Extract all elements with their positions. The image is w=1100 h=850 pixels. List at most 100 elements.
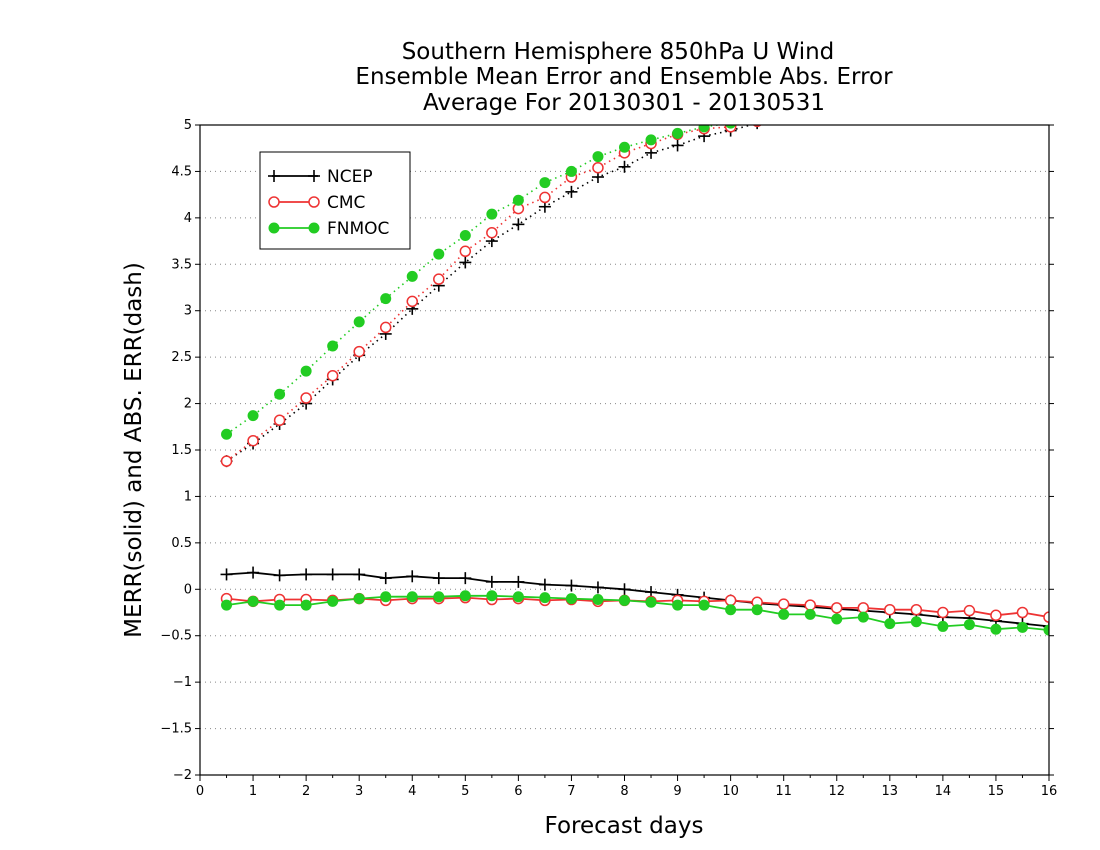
- data-point-filled-circle: [268, 222, 280, 234]
- data-point-plus: [308, 170, 320, 182]
- data-point-plus: [512, 218, 525, 231]
- data-point-filled-circle: [672, 127, 684, 139]
- data-point-plus: [671, 139, 684, 152]
- data-point-filled-circle: [804, 608, 816, 620]
- x-tick-label: 13: [882, 784, 899, 799]
- data-point-plus: [300, 568, 313, 581]
- data-point-filled-circle: [539, 592, 551, 604]
- data-point-open-circle: [857, 602, 870, 614]
- data-point-filled-circle: [327, 595, 339, 607]
- data-point-plus: [353, 568, 366, 581]
- x-tick-label: 2: [302, 784, 310, 799]
- x-tick-label: 0: [196, 784, 204, 799]
- data-point-open-circle: [884, 603, 896, 616]
- data-point-plus: [459, 256, 472, 269]
- data-point-filled-circle: [433, 591, 445, 603]
- data-point-open-circle: [406, 295, 418, 308]
- series-line-ncep-abs-err: [226, 125, 754, 462]
- data-point-filled-circle: [911, 92, 921, 102]
- y-tick-label: 3.5: [171, 257, 192, 272]
- data-point-open-circle: [910, 603, 923, 616]
- data-point-filled-circle: [486, 208, 498, 220]
- data-point-open-circle: [885, 98, 895, 108]
- data-point-open-circle: [1043, 611, 1049, 623]
- data-point-open-circle: [990, 609, 1002, 622]
- data-point-filled-circle: [221, 599, 233, 611]
- x-tick-label: 12: [828, 784, 845, 799]
- data-point-filled-circle: [300, 365, 312, 377]
- data-point-open-circle: [937, 606, 949, 619]
- x-tick-label: 6: [514, 784, 522, 799]
- data-point-open-circle: [220, 455, 233, 467]
- data-point-open-circle: [326, 369, 339, 382]
- data-point-filled-circle: [512, 194, 524, 206]
- y-tick-label: 4.5: [171, 164, 192, 179]
- legend-item-ncep: NCEP: [268, 167, 373, 187]
- data-point-plus: [857, 102, 869, 114]
- data-point-plus: [1043, 76, 1055, 88]
- data-point-filled-circle: [645, 596, 657, 608]
- data-point-filled-circle: [938, 88, 948, 98]
- data-point-filled-circle: [964, 85, 974, 95]
- data-point-filled-circle: [565, 165, 577, 177]
- y-tick-label: 2: [184, 397, 192, 412]
- data-point-plus: [618, 583, 631, 596]
- data-point-open-circle: [459, 245, 472, 258]
- y-axis-ticks: 5 4.5 4 3.5 3 2.5 2 1.5 1 0.5 0 −0.5 −1 −1.5 −2: [160, 118, 1054, 783]
- data-point-filled-circle: [1016, 621, 1028, 633]
- data-point-filled-circle: [832, 103, 842, 113]
- data-point-open-circle: [832, 105, 842, 115]
- y-tick-label: 5: [184, 118, 192, 133]
- data-point-filled-circle: [910, 616, 922, 628]
- data-point-filled-circle: [592, 594, 604, 605]
- y-tick-label: 1: [184, 489, 192, 504]
- x-tick-label: 4: [408, 784, 416, 799]
- data-point-open-circle: [964, 87, 974, 97]
- data-point-filled-circle: [433, 248, 445, 260]
- data-point-filled-circle: [247, 410, 259, 422]
- data-point-filled-circle: [1043, 624, 1049, 636]
- grid-lines: [200, 170, 1049, 730]
- y-tick-label: −1: [173, 675, 192, 690]
- data-point-plus: [459, 572, 472, 585]
- data-point-plus: [910, 95, 922, 107]
- data-point-filled-circle: [1044, 74, 1054, 84]
- y-tick-label: 4: [184, 211, 192, 226]
- chart-title-line-1: Southern Hemisphere 850hPa U Wind: [402, 39, 835, 65]
- data-point-filled-circle: [778, 608, 790, 620]
- data-point-filled-circle: [300, 599, 312, 611]
- data-point-filled-circle: [885, 96, 895, 106]
- x-tick-label: 14: [935, 784, 952, 799]
- data-point-filled-circle: [221, 428, 233, 440]
- data-point-filled-circle: [672, 599, 684, 611]
- data-point-filled-circle: [274, 599, 286, 611]
- data-point-filled-circle: [353, 593, 365, 605]
- data-point-plus: [379, 572, 392, 585]
- data-point-plus: [937, 91, 949, 103]
- x-tick-label: 5: [461, 784, 469, 799]
- data-point-plus: [565, 579, 578, 592]
- x-tick-label: 8: [620, 784, 628, 799]
- series-fnmoc-abs-err: [221, 74, 1054, 440]
- data-point-open-circle: [804, 599, 816, 611]
- legend-box: [259, 151, 411, 250]
- data-point-filled-circle: [486, 590, 498, 602]
- data-point-filled-circle: [857, 611, 869, 623]
- data-point-plus: [756, 125, 758, 130]
- data-point-open-circle: [300, 392, 312, 404]
- data-point-open-circle: [777, 598, 790, 610]
- y-tick-label: 3: [184, 304, 192, 319]
- legend: NCEP CMC FNMOC: [259, 151, 411, 250]
- data-point-filled-circle: [406, 270, 418, 282]
- y-tick-label: −0.5: [160, 629, 192, 644]
- data-point-open-circle: [858, 101, 868, 111]
- x-tick-label: 3: [355, 784, 363, 799]
- data-point-plus: [220, 568, 233, 581]
- data-point-plus: [963, 87, 975, 99]
- series-layer: [220, 74, 1055, 636]
- x-tick-label: 16: [1041, 784, 1058, 799]
- data-point-filled-circle: [619, 141, 630, 153]
- data-point-filled-circle: [619, 594, 630, 606]
- data-point-plus: [326, 568, 339, 581]
- data-point-plus: [1016, 80, 1028, 92]
